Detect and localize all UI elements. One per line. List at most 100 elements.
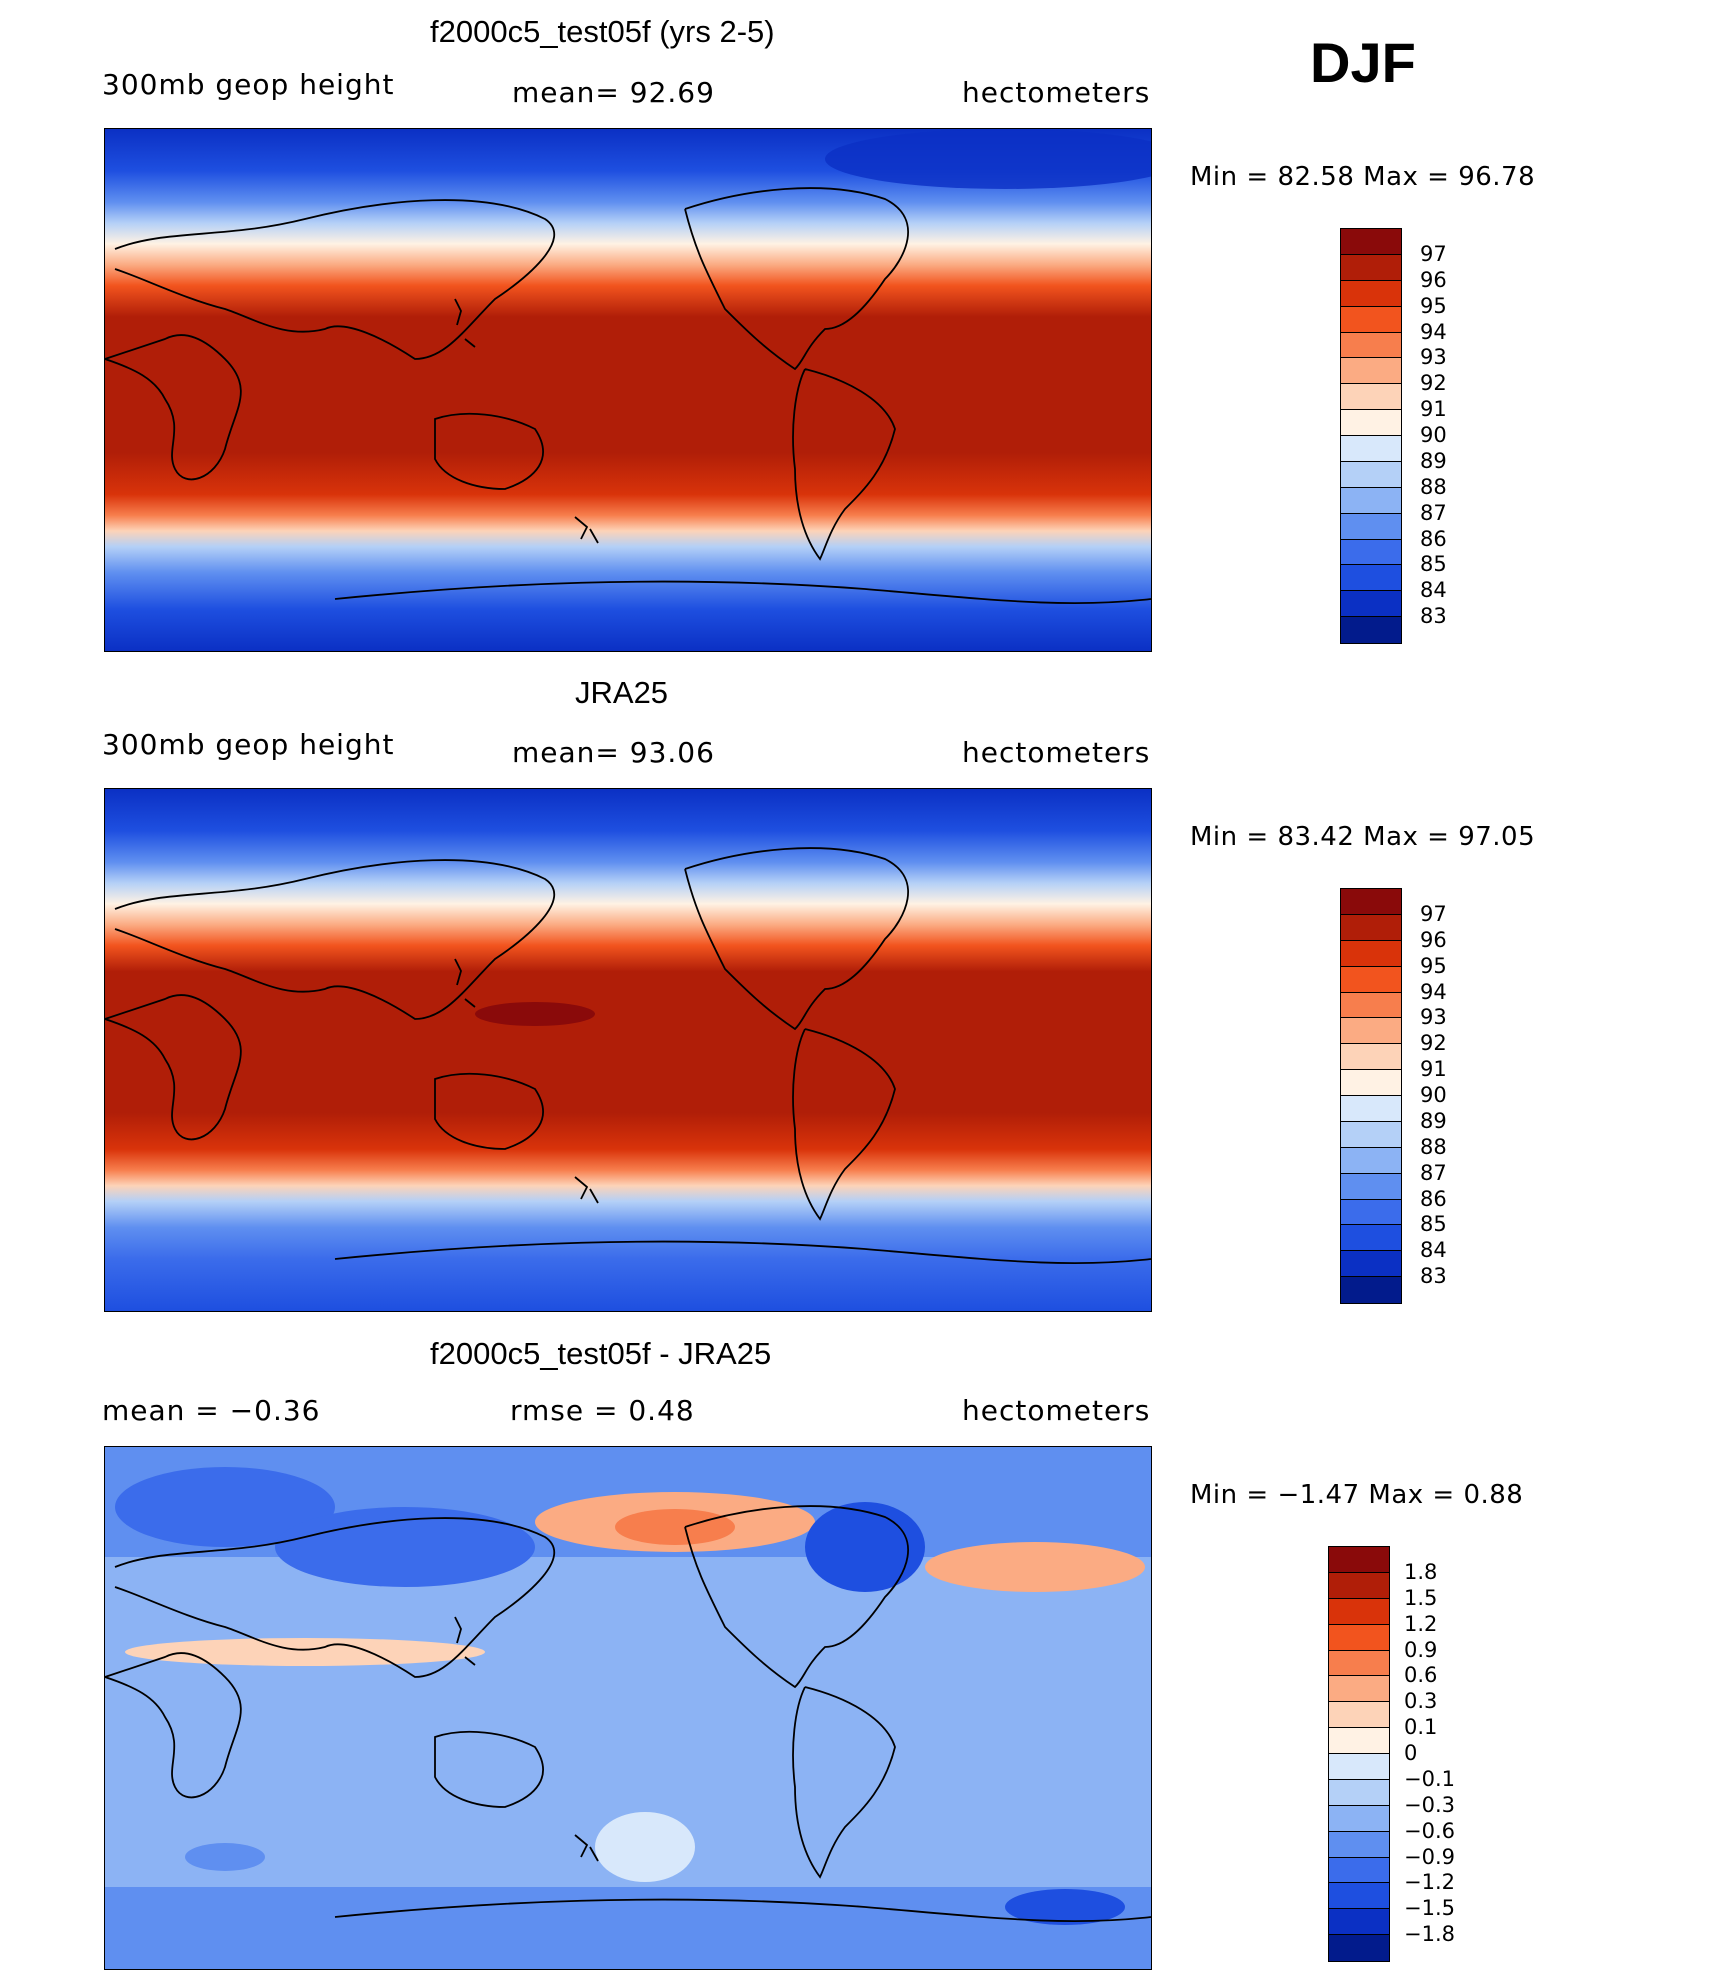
panel3-weak-positive: [595, 1812, 695, 1882]
panel3-right-label: hectometers: [962, 1394, 1151, 1427]
colorbar-tick-label: 94: [1420, 979, 1447, 1004]
panel1-center-label: mean= 92.69: [512, 76, 715, 109]
colorbar-swatch: [1329, 1857, 1389, 1884]
colorbar-swatch: [1341, 410, 1401, 436]
colorbar-tick-label: 96: [1420, 267, 1447, 292]
colorbar-swatch: [1341, 1018, 1401, 1045]
colorbar-tick-label: 96: [1420, 927, 1447, 952]
panel2-map: [104, 788, 1152, 1312]
colorbar-tick-label: 0.3: [1404, 1689, 1438, 1714]
panel1-minmax: Min = 82.58 Max = 96.78: [1190, 162, 1536, 192]
panel1-map: [104, 128, 1152, 652]
colorbar-tick-label: 83: [1420, 604, 1447, 629]
colorbar-swatch: [1341, 1121, 1401, 1148]
panel2-right-label: hectometers: [962, 736, 1151, 769]
panel1-title: f2000c5_test05f (yrs 2-5): [430, 14, 775, 49]
colorbar-swatch: [1341, 1070, 1401, 1096]
panel3-map: [104, 1446, 1152, 1970]
panel1-colorbar-labels: 97 96 95 94 93 92 91 90 89 88 87 86 85 84 83: [1420, 228, 1480, 642]
colorbar-tick-label: 84: [1420, 1238, 1447, 1263]
panel2-colorbar-labels: 97 96 95 94 93 92 91 90 89 88 87 86 85 84 83: [1420, 888, 1480, 1302]
colorbar-swatch: [1341, 1225, 1401, 1252]
colorbar-swatch: [1329, 1547, 1389, 1573]
colorbar-tick-label: 0.1: [1404, 1715, 1438, 1740]
colorbar-tick-label: 92: [1420, 371, 1447, 396]
colorbar-swatch: [1341, 513, 1401, 540]
panel3-negative-core: [805, 1502, 925, 1592]
colorbar-tick-label: 93: [1420, 345, 1447, 370]
colorbar-tick-label: 95: [1420, 293, 1447, 318]
colorbar-swatch: [1329, 1702, 1389, 1729]
panel2-minmax: Min = 83.42 Max = 97.05: [1190, 822, 1536, 852]
colorbar-swatch: [1341, 1173, 1401, 1200]
panel3-feature-a: [115, 1467, 335, 1547]
colorbar-tick-label: 92: [1420, 1031, 1447, 1056]
colorbar-swatch: [1341, 487, 1401, 514]
colorbar-swatch: [1341, 1199, 1401, 1226]
colorbar-tick-label: 90: [1420, 1083, 1447, 1107]
panel3-minmax: Min = −1.47 Max = 0.88: [1190, 1480, 1524, 1510]
panel2-title: JRA25: [575, 675, 669, 710]
colorbar-swatch: [1341, 889, 1401, 915]
colorbar-tick-label: −0.1: [1404, 1766, 1455, 1791]
colorbar-tick-label: 1.2: [1404, 1611, 1438, 1636]
panel2-center-label: mean= 93.06: [512, 736, 715, 769]
colorbar-tick-label: 90: [1420, 423, 1447, 447]
panel2-map-svg: [105, 789, 1151, 1311]
colorbar-swatch: [1341, 332, 1401, 359]
colorbar-swatch: [1329, 1909, 1389, 1936]
colorbar-tick-label: 88: [1420, 474, 1447, 499]
colorbar-swatch: [1341, 229, 1401, 255]
panel1-low-feature: [825, 129, 1151, 189]
colorbar-tick-label: 91: [1420, 397, 1447, 422]
panel2-left-label: 300mb geop height: [102, 728, 395, 761]
panel1-coastlines: [105, 187, 1151, 605]
panel3-positive-d: [125, 1638, 485, 1666]
colorbar-swatch: [1329, 1831, 1389, 1858]
colorbar-swatch: [1341, 280, 1401, 307]
panel3-negative-f: [1005, 1889, 1125, 1925]
colorbar-tick-label: −1.5: [1404, 1896, 1455, 1921]
colorbar-tick-label: 94: [1420, 319, 1447, 344]
panel1-right-label: hectometers: [962, 76, 1151, 109]
panel3-positive-b: [615, 1509, 735, 1545]
panel2-coastlines: [105, 847, 1151, 1265]
colorbar-swatch: [1341, 591, 1401, 618]
season-label: DJF: [1310, 31, 1416, 94]
colorbar-swatch: [1329, 1728, 1389, 1754]
colorbar-swatch: [1341, 565, 1401, 592]
panel3-feature-b: [275, 1507, 535, 1587]
colorbar-tick-label: 0: [1404, 1741, 1418, 1765]
colorbar-swatch: [1329, 1883, 1389, 1910]
colorbar-swatch: [1341, 992, 1401, 1019]
colorbar-swatch: [1341, 539, 1401, 566]
colorbar-tick-label: 84: [1420, 578, 1447, 603]
colorbar-swatch: [1329, 1754, 1389, 1780]
colorbar-swatch: [1329, 1624, 1389, 1651]
colorbar-swatch: [1341, 358, 1401, 385]
colorbar-swatch: [1329, 1572, 1389, 1599]
colorbar-swatch: [1341, 461, 1401, 488]
colorbar-swatch: [1341, 254, 1401, 281]
colorbar-tick-label: 85: [1420, 552, 1447, 577]
colorbar-swatch: [1329, 1598, 1389, 1625]
panel3-center-label: rmse = 0.48: [510, 1394, 695, 1427]
colorbar-swatch: [1329, 1676, 1389, 1703]
colorbar-tick-label: 0.9: [1404, 1637, 1438, 1662]
colorbar-tick-label: −0.3: [1404, 1792, 1455, 1817]
colorbar-tick-label: 88: [1420, 1134, 1447, 1159]
colorbar-tick-label: 95: [1420, 953, 1447, 978]
panel1-map-svg: [105, 129, 1151, 651]
colorbar-tick-label: 86: [1420, 1186, 1447, 1211]
colorbar-tick-label: 83: [1420, 1264, 1447, 1289]
colorbar-swatch: [1329, 1779, 1389, 1806]
colorbar-swatch: [1341, 1277, 1401, 1303]
panel1-field: [105, 129, 1151, 651]
colorbar-swatch: [1341, 617, 1401, 643]
colorbar-swatch: [1341, 384, 1401, 411]
panel3-colorbar: [1328, 1546, 1390, 1962]
panel3-title: f2000c5_test05f - JRA25: [430, 1336, 772, 1371]
panel3-left-label: mean = −0.36: [102, 1394, 321, 1427]
colorbar-swatch: [1329, 1805, 1389, 1832]
colorbar-tick-label: −0.6: [1404, 1818, 1455, 1843]
